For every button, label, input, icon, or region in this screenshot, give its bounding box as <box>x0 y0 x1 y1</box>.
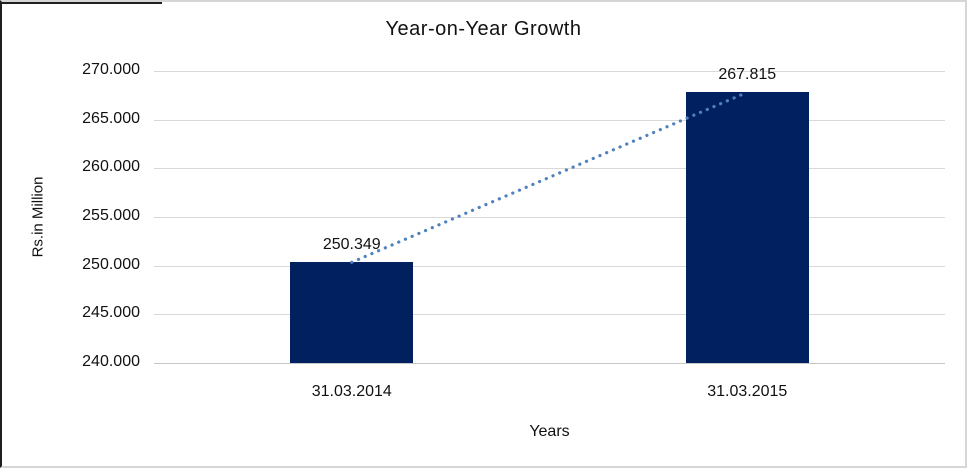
bar-value-label: 250.349 <box>322 236 381 254</box>
chart-title: Year-on-Year Growth <box>385 18 582 40</box>
x-axis-tick-label: 31.03.2014 <box>311 383 392 400</box>
gridline <box>154 119 945 121</box>
x-axis-title: Years <box>529 423 570 440</box>
y-axis-tick-label: 240.000 <box>82 353 140 370</box>
bar-31.03.2015 <box>685 92 809 363</box>
y-axis-title-text: Rs.in Million <box>29 176 47 258</box>
gridline <box>154 168 945 170</box>
y-axis-tick-label: 260.000 <box>82 158 140 176</box>
y-axis-tick-label: 255.000 <box>82 207 140 224</box>
x-axis-tick-label: 31.03.2015 <box>707 383 788 400</box>
gridline <box>154 265 945 267</box>
bar-31.03.2014 <box>290 262 414 363</box>
bar-value-label: 267.815 <box>718 66 777 84</box>
trendline <box>350 90 749 264</box>
x-axis-line <box>154 363 945 364</box>
y-axis-tick-label: 270.000 <box>82 61 140 78</box>
gridline <box>154 217 945 218</box>
y-axis-tick-label: 250.000 <box>82 255 140 273</box>
y-axis-tick-label: 265.000 <box>82 109 140 127</box>
y-axis-tick-label: 245.000 <box>82 304 140 322</box>
trendline-dotted <box>350 90 749 264</box>
gridline <box>154 71 945 72</box>
plot-area: 250.349 267.815 <box>154 66 945 364</box>
gridline <box>154 314 945 316</box>
